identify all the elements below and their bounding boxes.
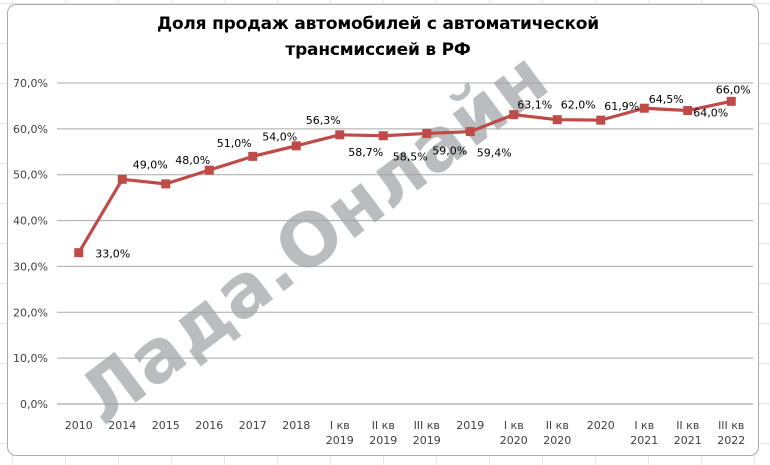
x-axis-tick-label: 2020	[500, 434, 528, 447]
series-line	[77, 99, 732, 254]
data-point-marker	[509, 110, 519, 120]
y-axis-tick-label: 50,0%	[13, 169, 48, 182]
x-axis-tick-label: I кв	[504, 419, 524, 432]
data-point-marker	[422, 128, 432, 138]
watermark-text: Лада.Онлайн	[63, 35, 564, 441]
data-point-marker	[117, 174, 127, 184]
x-axis-tick-label: 2021	[674, 434, 702, 447]
data-point-label: 56,3%	[306, 114, 341, 127]
chart-title-line-2: трансмиссией в РФ	[285, 40, 471, 60]
x-axis-tick-label: 2022	[717, 434, 745, 447]
chart-frame: Доля продаж автомобилей с автоматической…	[7, 4, 759, 456]
chart-title: Доля продаж автомобилей с автоматической…	[8, 11, 748, 63]
data-point-marker	[248, 151, 258, 161]
data-point-marker	[74, 248, 84, 258]
data-point-label: 62,0%	[561, 99, 596, 112]
data-point-marker	[639, 103, 649, 113]
data-point-marker	[378, 131, 388, 141]
x-axis-tick-label: 2019	[456, 419, 484, 432]
data-point-label: 59,0%	[432, 144, 467, 157]
x-axis-tick-label: I кв	[634, 419, 654, 432]
data-point-marker	[291, 141, 301, 151]
data-point-marker	[204, 165, 214, 175]
x-axis-tick-label: 2016	[195, 419, 223, 432]
x-axis-tick-label: II кв	[676, 419, 699, 432]
data-point-label: 61,9%	[604, 100, 639, 113]
data-point-label: 64,5%	[649, 93, 684, 106]
x-axis-tick-label: II кв	[546, 419, 569, 432]
y-axis-tick-label: 40,0%	[13, 215, 48, 228]
data-point-marker	[161, 179, 171, 189]
x-axis-tick-label: 2018	[282, 419, 310, 432]
chart-title-line-1: Доля продаж автомобилей с автоматической	[157, 14, 599, 34]
y-axis-tick-label: 70,0%	[13, 77, 48, 90]
y-axis-tick-label: 20,0%	[13, 306, 48, 319]
data-point-label: 63,1%	[517, 99, 552, 112]
data-point-label: 49,0%	[133, 158, 168, 171]
y-axis-tick-label: 60,0%	[13, 123, 48, 136]
data-point-label: 58,7%	[348, 146, 383, 159]
data-point-marker	[335, 130, 345, 140]
x-axis-tick-label: 2010	[65, 419, 93, 432]
x-axis-tick-label: 2021	[630, 434, 658, 447]
x-axis-tick-label: 2015	[152, 419, 180, 432]
data-point-label: 59,4%	[477, 147, 512, 160]
y-axis-tick-label: 0,0%	[20, 398, 48, 411]
y-axis-tick-label: 30,0%	[13, 260, 48, 273]
x-axis-tick-label: II кв	[372, 419, 395, 432]
x-axis-tick-label: 2020	[543, 434, 571, 447]
data-point-label: 58,5%	[393, 151, 428, 164]
x-axis-tick-label: 2020	[587, 419, 615, 432]
x-axis-tick-label: 2019	[413, 434, 441, 447]
data-point-label: 48,0%	[175, 154, 210, 167]
x-axis-tick-label: III кв	[414, 419, 440, 432]
data-point-label: 54,0%	[262, 130, 297, 143]
x-axis-tick-label: 2019	[326, 434, 354, 447]
data-point-marker	[465, 127, 475, 137]
x-axis-tick-label: 2019	[369, 434, 397, 447]
data-point-label: 64,0%	[693, 107, 728, 120]
x-axis-tick-label: 2017	[239, 419, 267, 432]
data-point-marker	[726, 96, 736, 106]
data-point-label: 66,0%	[716, 83, 751, 96]
x-axis-tick-label: 2014	[108, 419, 136, 432]
data-point-label: 51,0%	[217, 137, 252, 150]
x-axis-tick-label: I кв	[330, 419, 350, 432]
x-axis-tick-label: III кв	[718, 419, 744, 432]
data-point-marker	[683, 106, 693, 116]
y-axis-tick-label: 10,0%	[13, 352, 48, 365]
data-point-label: 33,0%	[95, 248, 130, 261]
data-point-marker	[552, 115, 562, 125]
data-point-marker	[596, 115, 606, 125]
